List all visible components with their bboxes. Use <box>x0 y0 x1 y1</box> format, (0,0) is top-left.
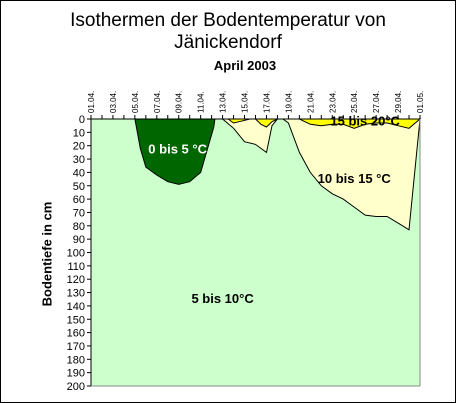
y-tick-label: 70 <box>73 207 85 219</box>
chart-title-line-1: Isothermen der Bodentemperatur von <box>70 10 386 31</box>
region-label: 15 bis 20°C <box>330 114 400 129</box>
y-tick-label: 10 <box>73 127 85 139</box>
x-tick-label: 27.04. <box>372 91 381 113</box>
x-tick-label: 11.04. <box>197 91 206 113</box>
x-tick-label: 21.04. <box>306 91 315 113</box>
y-tick-label: 150 <box>67 314 85 326</box>
region-0-bis-5-c <box>134 118 216 185</box>
isotherm-regions-group <box>134 118 422 231</box>
y-tick-label: 40 <box>73 167 85 179</box>
x-tick-label: 03.04. <box>109 91 118 113</box>
x-tick-label: 13.04. <box>219 91 228 113</box>
region-10-bis-15-c <box>221 118 421 231</box>
y-tick-label: 90 <box>73 234 85 246</box>
x-tick-label: 19.04. <box>284 91 293 113</box>
y-tick-label: 30 <box>73 154 85 166</box>
y-tick-label: 0 <box>79 114 85 126</box>
y-tick-label: 200 <box>67 381 85 393</box>
region-labels-group: 0 bis 5 °C 10 bis 15 °C 15 bis 20°C 5 bis 1… <box>148 114 400 307</box>
x-tick-label: 01.04. <box>87 91 96 113</box>
y-tick-label: 20 <box>73 141 85 153</box>
y-tick-label: 110 <box>67 261 85 273</box>
y-tick-label: 60 <box>73 194 85 206</box>
x-tick-label: 23.04. <box>328 91 337 113</box>
y-tick-label: 100 <box>67 248 85 260</box>
x-tick-label: 17.04. <box>262 91 271 113</box>
y-tick-label: 130 <box>67 288 85 300</box>
y-tick-label: 120 <box>67 274 85 286</box>
y-tick-label: 50 <box>73 181 85 193</box>
region-label: 5 bis 10°C <box>191 291 254 306</box>
x-ticks-group: 01.04. 03.04. 05.04. 07.04. 09.04. 11.04. 13.0… <box>87 91 425 119</box>
x-tick-label: 09.04. <box>175 91 184 113</box>
y-tick-label: 80 <box>73 221 85 233</box>
x-tick-label: 29.04. <box>394 91 403 113</box>
region-label: 0 bis 5 °C <box>148 142 207 157</box>
y-tick-label: 160 <box>67 328 85 340</box>
y-tick-label: 180 <box>67 354 85 366</box>
x-tick-label: 15.04. <box>241 91 250 113</box>
chart-title-line-2: Jänickendorf <box>174 32 282 53</box>
chart-subtitle: April 2003 <box>213 58 277 73</box>
x-tick-label: 01.05. <box>416 91 425 113</box>
x-tick-label: 25.04. <box>350 91 359 113</box>
x-tick-label: 07.04. <box>153 91 162 113</box>
region-label: 10 bis 15 °C <box>318 171 392 186</box>
x-tick-label: 05.04. <box>131 91 140 113</box>
y-tick-label: 170 <box>67 341 85 353</box>
y-tick-label: 190 <box>67 368 85 380</box>
y-tick-label: 140 <box>67 301 85 313</box>
